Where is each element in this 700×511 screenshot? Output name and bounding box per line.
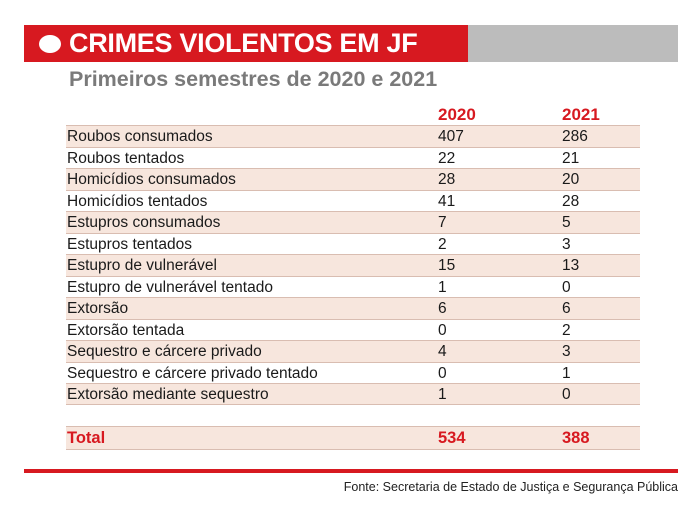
- total-value-2021: 388: [562, 429, 590, 447]
- row-value-2021: 2: [562, 321, 571, 339]
- row-value-2020: 1: [438, 278, 447, 296]
- row-label: Estupro de vulnerável: [67, 257, 217, 274]
- source-credit: Fonte: Secretaria de Estado de Justiça e…: [343, 480, 678, 494]
- total-value-2020: 534: [438, 429, 466, 447]
- row-value-2020: 0: [438, 364, 447, 382]
- table-row: Homicídios consumados 28 20: [66, 168, 640, 190]
- table-row: Roubos tentados 22 21: [66, 146, 640, 169]
- row-label: Homicídios consumados: [67, 171, 236, 188]
- row-value-2020: 41: [438, 192, 456, 210]
- column-header-2020: 2020: [438, 105, 476, 124]
- column-header-2021: 2021: [562, 105, 600, 124]
- row-label: Estupro de vulnerável tentado: [67, 278, 273, 296]
- table-row: Extorsão mediante sequestro 1 0: [66, 383, 640, 405]
- row-value-2021: 286: [562, 128, 588, 145]
- title-banner-gray: [468, 25, 678, 62]
- table-row: Estupros consumados 7 5: [66, 211, 640, 233]
- table-row: Extorsão 6 6: [66, 297, 640, 319]
- row-value-2021: 5: [562, 214, 571, 231]
- row-value-2020: 0: [438, 321, 447, 339]
- row-value-2021: 13: [562, 257, 580, 274]
- row-value-2020: 1: [438, 386, 447, 403]
- row-value-2021: 3: [562, 235, 571, 253]
- row-label: Roubos consumados: [67, 128, 213, 145]
- row-value-2021: 3: [562, 343, 571, 360]
- row-value-2021: 21: [562, 149, 580, 167]
- table-row: Sequestro e cárcere privado tentado 0 1: [66, 361, 640, 384]
- table-row: Estupros tentados 2 3: [66, 232, 640, 255]
- row-value-2020: 6: [438, 300, 447, 317]
- row-value-2021: 6: [562, 300, 571, 317]
- total-label: Total: [67, 429, 106, 447]
- row-value-2020: 7: [438, 214, 447, 231]
- row-label: Homicídios tentados: [67, 192, 208, 210]
- table-row: Estupro de vulnerável tentado 1 0: [66, 275, 640, 298]
- title-banner-red: [24, 25, 468, 62]
- row-label: Sequestro e cárcere privado tentado: [67, 364, 318, 382]
- row-value-2021: 20: [562, 171, 580, 188]
- row-label: Extorsão: [67, 300, 129, 317]
- row-label: Sequestro e cárcere privado: [67, 343, 262, 360]
- crime-table: Roubos consumados 407 286 Roubos tentados 22…: [66, 125, 640, 405]
- table-row: Extorsão tentada 0 2: [66, 318, 640, 341]
- bullet-dot-icon: [39, 35, 61, 53]
- page-subtitle: Primeiros semestres de 2020 e 2021: [69, 67, 438, 91]
- title-banner: CRIMES VIOLENTOS EM JF: [24, 25, 678, 62]
- row-value-2020: 407: [438, 128, 464, 145]
- row-value-2021: 1: [562, 364, 571, 382]
- row-value-2021: 0: [562, 278, 571, 296]
- table-row: Sequestro e cárcere privado 4 3: [66, 340, 640, 362]
- table-row: Roubos consumados 407 286: [66, 125, 640, 147]
- row-label: Estupros tentados: [67, 235, 192, 253]
- row-label: Extorsão tentada: [67, 321, 185, 339]
- table-row: Estupro de vulnerável 15 13: [66, 254, 640, 276]
- row-value-2021: 28: [562, 192, 580, 210]
- table-row: Homicídios tentados 41 28: [66, 189, 640, 212]
- row-value-2020: 28: [438, 171, 456, 188]
- row-value-2020: 15: [438, 257, 456, 274]
- page-title: CRIMES VIOLENTOS EM JF: [69, 28, 418, 58]
- row-value-2020: 2: [438, 235, 447, 253]
- row-label: Roubos tentados: [67, 149, 185, 167]
- row-label: Estupros consumados: [67, 214, 221, 231]
- row-value-2020: 22: [438, 149, 456, 167]
- row-label: Extorsão mediante sequestro: [67, 386, 269, 403]
- total-row: Total 534 388: [66, 426, 640, 450]
- footer-divider: [24, 469, 678, 473]
- row-value-2020: 4: [438, 343, 447, 360]
- row-value-2021: 0: [562, 386, 571, 403]
